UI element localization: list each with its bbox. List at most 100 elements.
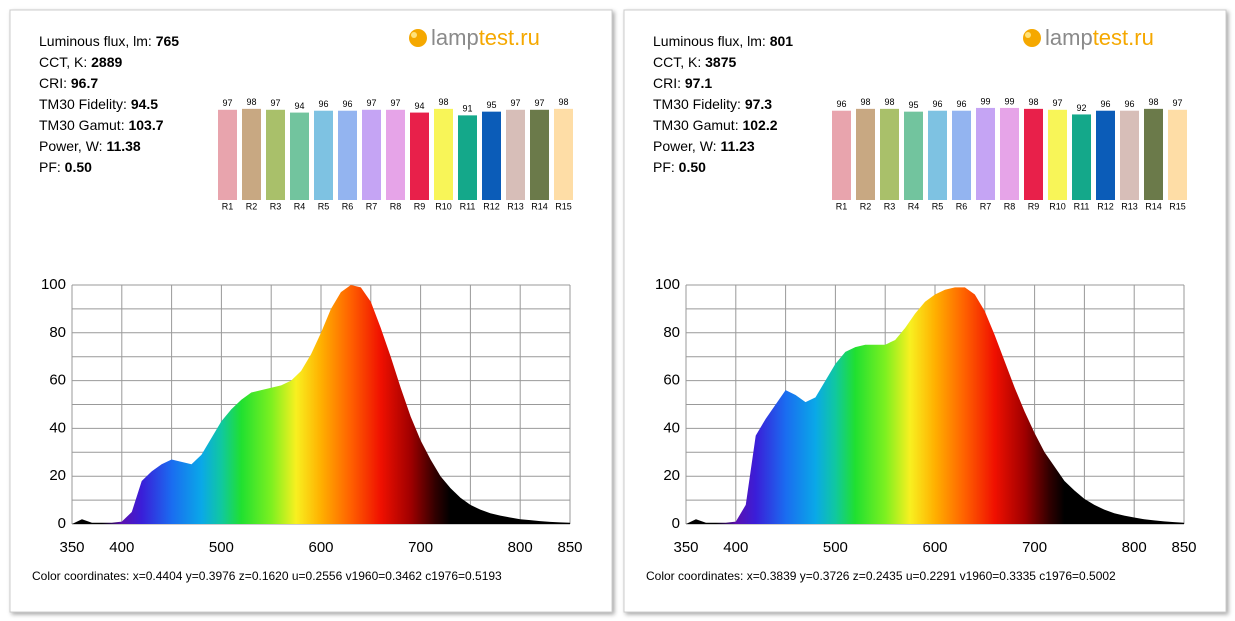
stat-line: PF: 0.50 (39, 159, 92, 175)
y-tick-label: 100 (655, 276, 680, 293)
cri-bar (1072, 114, 1091, 200)
x-tick-label: 350 (673, 539, 698, 556)
color-coordinates: Color coordinates: x=0.3839 y=0.3726 z=0… (646, 569, 1116, 583)
bar-category-label: R6 (342, 201, 354, 211)
bar-category-label: R14 (1145, 201, 1162, 211)
bar-value-label: 94 (294, 101, 304, 111)
bar-value-label: 99 (1004, 96, 1014, 106)
cri-bar (928, 110, 947, 200)
bar-value-label: 97 (270, 98, 280, 108)
logo-icon (409, 29, 427, 47)
bar-category-label: R8 (390, 201, 402, 211)
bar-category-label: R4 (294, 201, 306, 211)
stat-label: Power, W: (39, 138, 106, 154)
logo-part: lamp (431, 25, 479, 50)
cri-bar (952, 110, 971, 200)
bar-value-label: 98 (558, 97, 568, 107)
bar-value-label: 95 (908, 100, 918, 110)
bar-value-label: 96 (956, 99, 966, 109)
cri-bar (506, 109, 525, 200)
cri-bar (880, 108, 899, 200)
x-tick-label: 700 (408, 539, 433, 556)
cri-bar (1096, 110, 1115, 200)
x-tick-label: 500 (209, 539, 234, 556)
stat-value: 3875 (705, 54, 736, 70)
bar-value-label: 97 (510, 98, 520, 108)
x-tick-label: 600 (922, 539, 947, 556)
bar-category-label: R10 (435, 201, 452, 211)
stat-value: 102.2 (742, 117, 777, 133)
stat-value: 0.50 (65, 159, 92, 175)
cri-bar (1144, 108, 1163, 200)
x-tick-label: 850 (557, 539, 582, 556)
bar-category-label: R5 (932, 201, 944, 211)
cri-bar (458, 115, 477, 200)
cri-bar (1024, 108, 1043, 200)
stat-label: CCT, K: (653, 54, 705, 70)
stat-label: Luminous flux, lm: (39, 33, 156, 49)
bar-value-label: 97 (366, 98, 376, 108)
stat-line: CCT, K: 3875 (653, 54, 736, 70)
bar-category-label: R15 (555, 201, 572, 211)
stat-line: CRI: 96.7 (39, 75, 98, 91)
logo-icon-shine (1025, 32, 1031, 38)
stat-value: 765 (156, 33, 180, 49)
bar-value-label: 91 (462, 104, 472, 114)
bar-value-label: 97 (1052, 98, 1062, 108)
cri-bar (1168, 109, 1187, 200)
bar-category-label: R1 (836, 201, 848, 211)
stat-label: CRI: (653, 75, 685, 91)
bar-category-label: R11 (1074, 201, 1090, 211)
bar-value-label: 94 (414, 101, 424, 111)
bar-category-label: R7 (980, 201, 992, 211)
stat-value: 96.7 (71, 75, 98, 91)
x-tick-label: 400 (723, 539, 748, 556)
cri-bar (242, 108, 261, 200)
bar-category-label: R2 (860, 201, 872, 211)
stat-line: CRI: 97.1 (653, 75, 712, 91)
cri-bar (1048, 109, 1067, 200)
stat-line: Power, W: 11.23 (653, 138, 755, 154)
bar-value-label: 96 (836, 99, 846, 109)
stat-label: TM30 Fidelity: (653, 96, 745, 112)
bar-value-label: 96 (1100, 99, 1110, 109)
y-tick-label: 20 (663, 467, 680, 484)
bar-value-label: 92 (1076, 103, 1086, 113)
stat-value: 11.23 (720, 138, 754, 154)
stat-label: PF: (39, 159, 65, 175)
bar-category-label: R7 (366, 201, 378, 211)
bar-category-label: R15 (1169, 201, 1186, 211)
y-tick-label: 60 (49, 372, 66, 389)
cri-bar (856, 108, 875, 200)
bar-category-label: R1 (222, 201, 234, 211)
stat-label: Luminous flux, lm: (653, 33, 770, 49)
bar-category-label: R9 (1028, 201, 1040, 211)
spectrum-area (686, 287, 1184, 524)
logo: lamptest.ru (1045, 25, 1154, 50)
bar-category-label: R10 (1049, 201, 1066, 211)
y-tick-label: 0 (58, 515, 66, 532)
bar-category-label: R8 (1004, 201, 1016, 211)
y-tick-label: 100 (41, 276, 66, 293)
cri-bar (386, 109, 405, 200)
bar-value-label: 95 (486, 100, 496, 110)
stat-line: TM30 Gamut: 102.2 (653, 117, 778, 133)
cri-bar (362, 109, 381, 200)
stat-label: TM30 Gamut: (653, 117, 742, 133)
bar-category-label: R13 (507, 201, 524, 211)
stat-label: CRI: (39, 75, 71, 91)
panel: Luminous flux, lm: 765 CCT, K: 2889 CRI: 9… (9, 9, 613, 613)
cri-bar (434, 108, 453, 200)
stat-label: Power, W: (653, 138, 720, 154)
cri-bar (832, 110, 851, 200)
y-tick-label: 20 (49, 467, 66, 484)
stat-line: TM30 Gamut: 103.7 (39, 117, 164, 133)
bar-category-label: R3 (270, 201, 282, 211)
bar-value-label: 97 (534, 98, 544, 108)
cri-bar (314, 110, 333, 200)
cri-bar (290, 112, 309, 200)
logo-icon-shine (411, 32, 417, 38)
logo-part: test.ru (479, 25, 540, 50)
stat-line: TM30 Fidelity: 94.5 (39, 96, 158, 112)
bar-category-label: R12 (1097, 201, 1114, 211)
